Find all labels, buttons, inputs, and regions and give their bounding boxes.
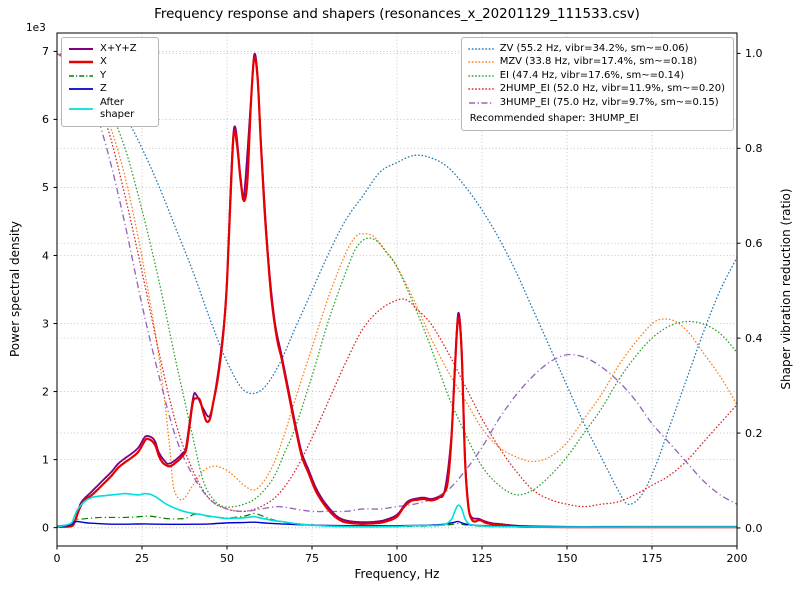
legend-item-after-shaper: After shaper [68, 97, 150, 121]
x-axis-label: Frequency, Hz [354, 567, 440, 581]
series-ei [57, 52, 737, 508]
legend-line-3hump-ei-icon [468, 101, 493, 104]
legend-item-ei: EI (47.4 Hz, vibr=17.6%, sm~=0.14) [467, 69, 725, 82]
legend-label-zv: ZV (55.2 Hz, vibr=34.2%, sm~=0.06) [499, 42, 689, 54]
legend-item-mzv: MZV (33.8 Hz, vibr=17.4%, sm~=0.18) [467, 56, 725, 68]
x-tick-label: 200 [727, 552, 748, 565]
y-right-tick-label: 0.6 [745, 237, 763, 250]
legend-line-mzv-icon [467, 61, 494, 63]
legend-line-zv-icon [467, 47, 494, 50]
y-axis-label-right: Shaper vibration reduction (ratio) [779, 188, 793, 390]
y-right-tick-label: 0.2 [745, 427, 763, 440]
x-tick-label: 175 [642, 552, 663, 565]
y-axis-label-left: Power spectral density [8, 220, 22, 358]
y-left-tick-label: 2 [42, 385, 49, 398]
x-tick-label: 0 [54, 552, 61, 565]
legend-item-x: X [68, 56, 150, 68]
legend-label-ei: EI (47.4 Hz, vibr=17.6%, sm~=0.14) [499, 69, 685, 81]
legend-psd: X+Y+Z X Y Z After shaper [61, 37, 159, 127]
y-left-tick-label: 6 [42, 113, 49, 126]
legend-label-xyz: X+Y+Z [100, 42, 137, 54]
legend-label-3hump-ei: 3HUMP_EI (75.0 Hz, vibr=9.7%, sm~=0.15) [499, 96, 719, 108]
legend-label-mzv: MZV (33.8 Hz, vibr=17.4%, sm~=0.18) [499, 56, 698, 67]
legend-label-z: Z [100, 83, 107, 94]
y-left-tick-label: 4 [42, 249, 49, 262]
legend-label-2hump-ei: 2HUMP_EI (52.0 Hz, vibr=11.9%, sm~=0.20) [499, 83, 725, 94]
legend-item-z: Z [68, 83, 150, 95]
legend-recommended-note: Recommended shaper: 3HUMP_EI [468, 113, 725, 125]
legend-item-zv: ZV (55.2 Hz, vibr=34.2%, sm~=0.06) [467, 42, 725, 55]
chart-title: Frequency response and shapers (resonanc… [154, 7, 640, 22]
series-after-shaper [57, 492, 737, 529]
series-3hump_ei [57, 52, 737, 513]
y-right-tick-label: 0.0 [745, 522, 763, 535]
legend-line-x-icon [69, 60, 93, 64]
legend-line-xyz-icon [69, 47, 93, 50]
legend-item-xyz: X+Y+Z [68, 43, 150, 55]
legend-label-y: Y [100, 69, 107, 81]
x-tick-label: 50 [220, 552, 234, 565]
y-axis-offset-label: 1e3 [26, 22, 46, 34]
x-tick-label: 25 [135, 552, 149, 565]
legend-line-z-icon [69, 88, 93, 90]
legend-label-after-shaper: After shaper [100, 96, 135, 120]
y-left-tick-label: 7 [42, 45, 49, 58]
y-left-tick-label: 5 [42, 181, 49, 194]
legend-item-3hump-ei: 3HUMP_EI (75.0 Hz, vibr=9.7%, sm~=0.15) [468, 97, 725, 109]
recommended-shaper-text: Recommended shaper: 3HUMP_EI [469, 112, 639, 124]
y-right-tick-label: 0.8 [745, 142, 763, 155]
y-left-tick-label: 1 [42, 453, 49, 466]
x-tick-label: 100 [387, 552, 408, 565]
series-2hump_ei [57, 52, 737, 513]
legend-line-after-shaper-icon [69, 107, 93, 110]
x-tick-label: 150 [557, 552, 578, 565]
y-left-tick-label: 0 [42, 521, 49, 534]
legend-line-ei-icon [467, 74, 494, 77]
series-x [57, 56, 737, 529]
y-left-tick-label: 3 [42, 317, 49, 330]
legend-item-2hump-ei: 2HUMP_EI (52.0 Hz, vibr=11.9%, sm~=0.20) [467, 83, 725, 95]
y-right-tick-label: 0.4 [745, 332, 763, 345]
legend-line-y-icon [69, 74, 93, 77]
legend-label-x: X [100, 56, 107, 67]
y-right-tick-label: 1.0 [745, 47, 763, 60]
series-zv [57, 52, 737, 505]
legend-line-2hump-ei-icon [467, 88, 494, 90]
legend-item-y: Y [68, 70, 150, 82]
x-tick-label: 75 [305, 552, 319, 565]
x-tick-label: 125 [472, 552, 493, 565]
legend-shapers: ZV (55.2 Hz, vibr=34.2%, sm~=0.06) MZV (… [460, 37, 734, 131]
